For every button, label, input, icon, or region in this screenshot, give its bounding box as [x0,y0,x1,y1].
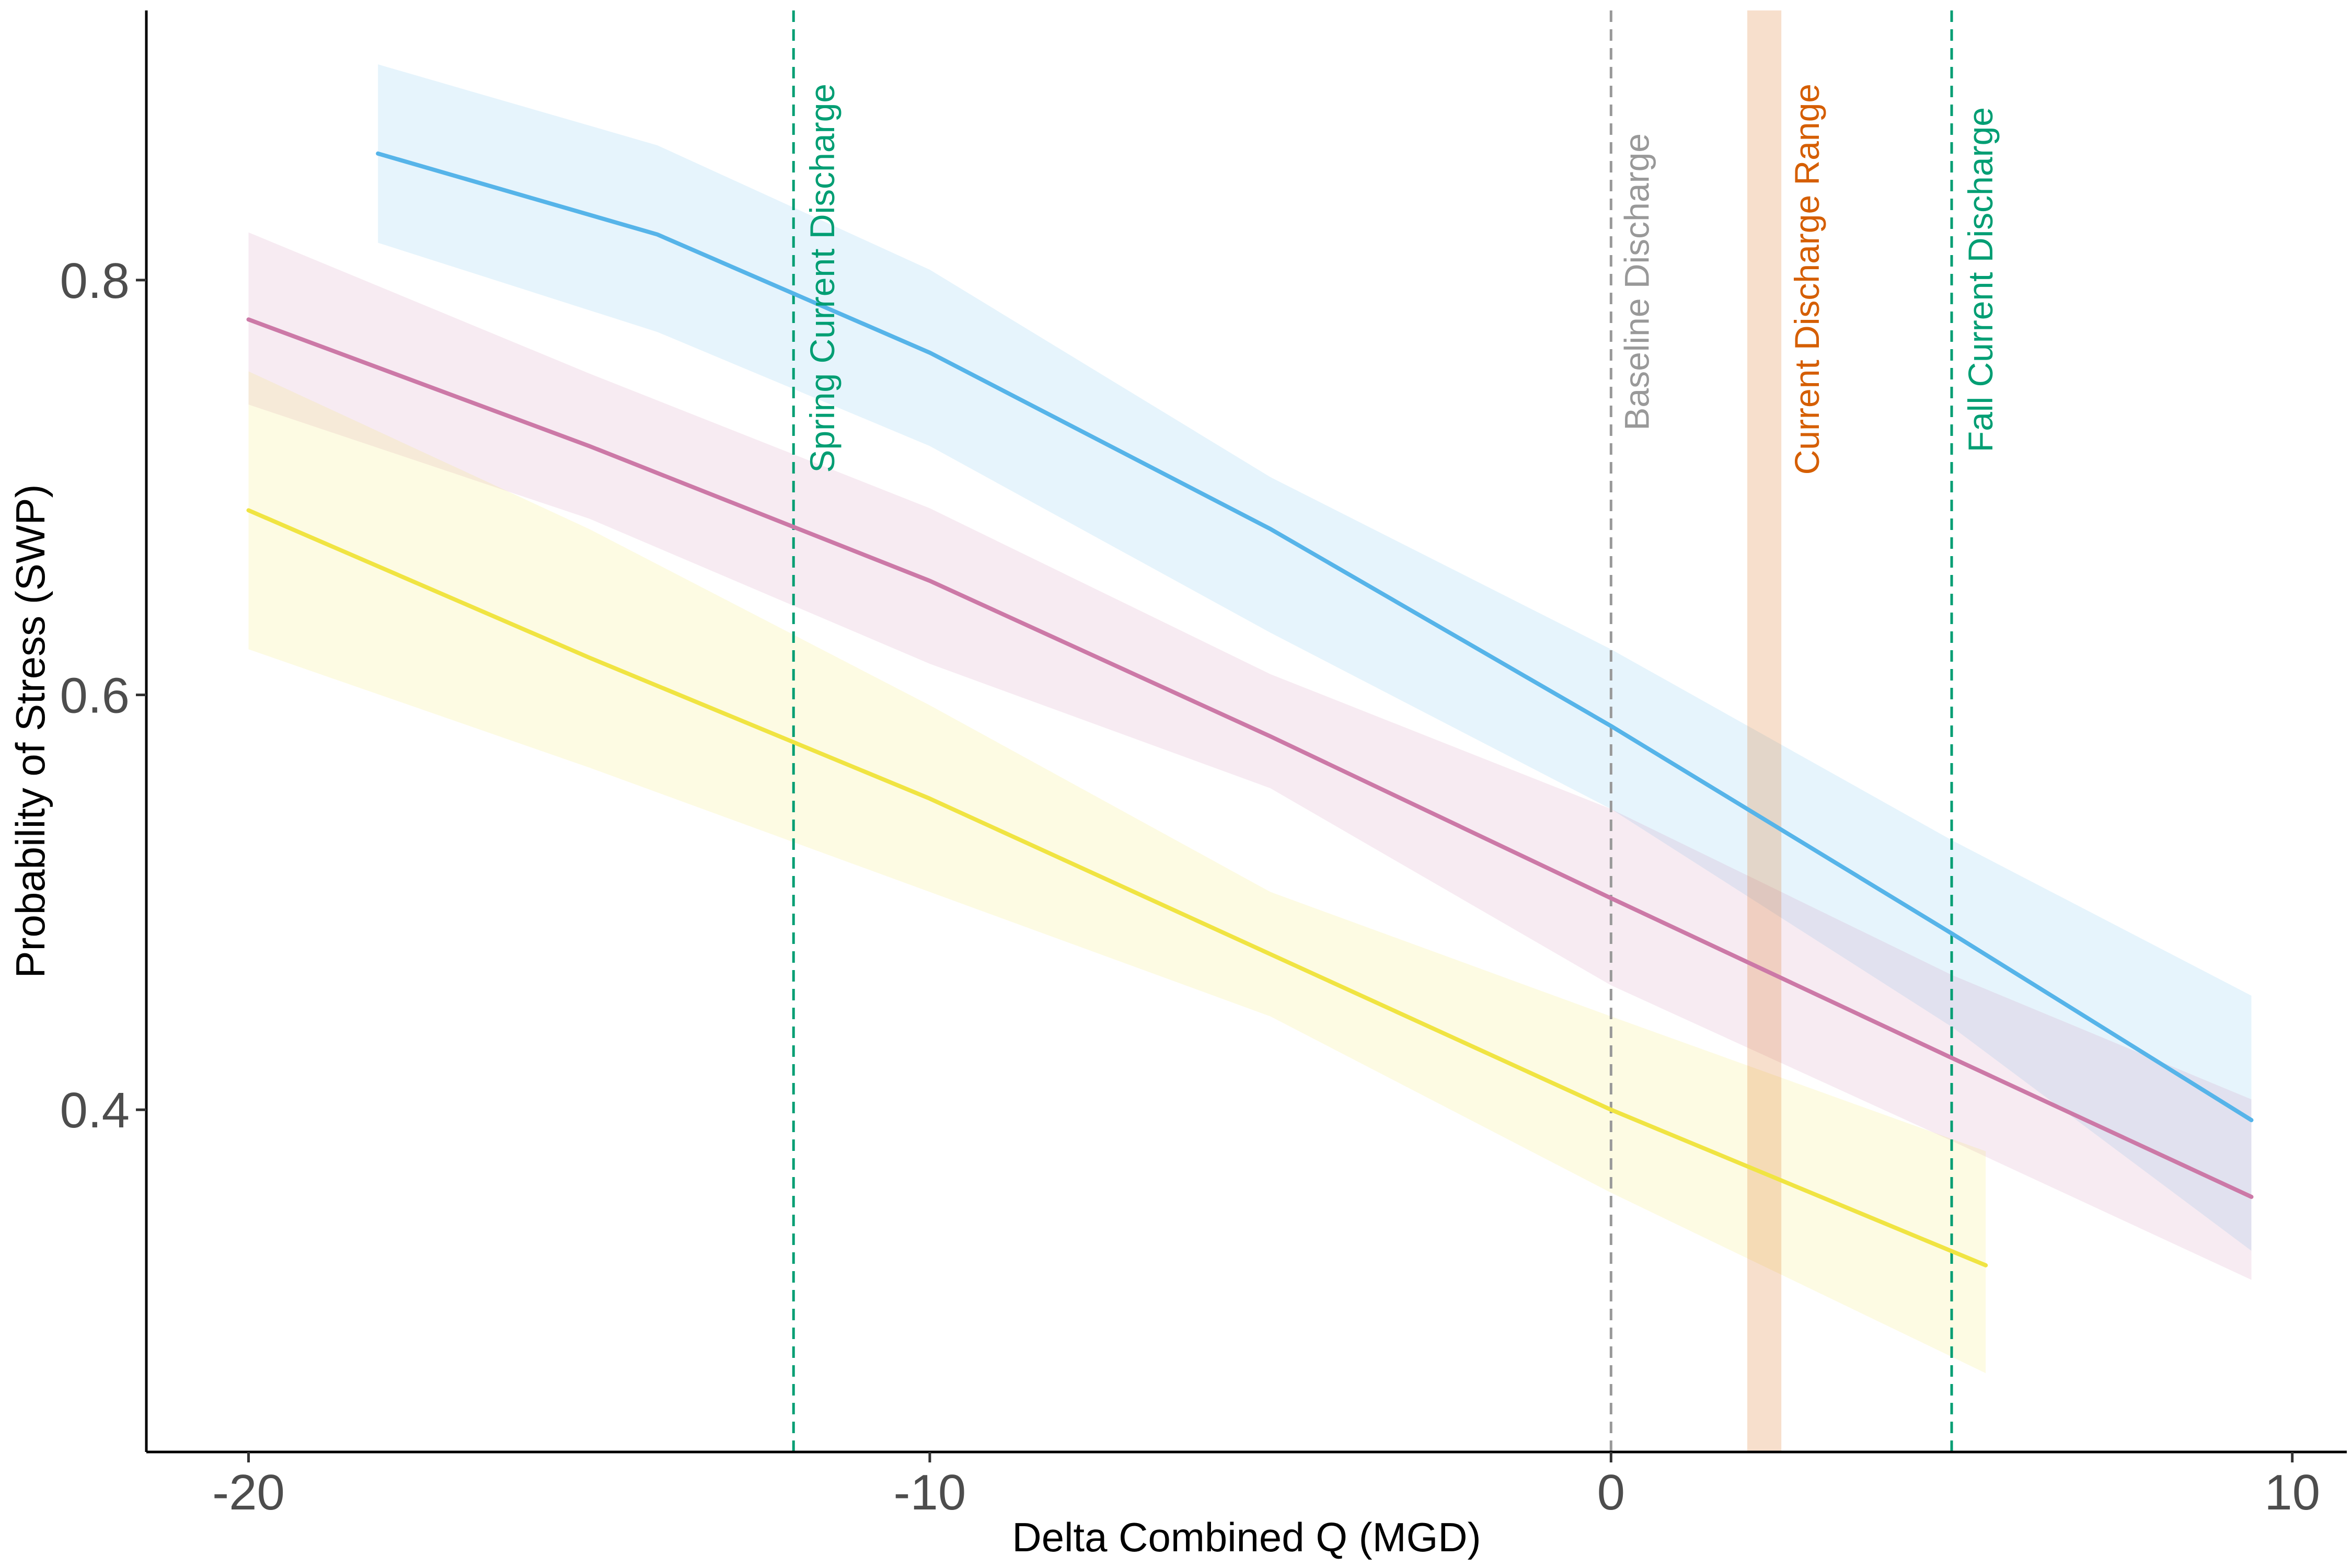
x-tick-label: 10 [2264,1465,2320,1520]
confidence-band-3 [248,371,1986,1374]
x-tick-label: -10 [894,1465,966,1520]
y-tick-label: 0.8 [60,253,130,309]
y-tick-label: 0.6 [60,668,130,724]
ticks: -20 -10 0 10 0.4 0.6 0.8 [60,253,2321,1520]
x-axis-title: Delta Combined Q (MGD) [1012,1514,1481,1560]
confidence-bands [248,64,2252,1374]
x-tick-label: -20 [212,1465,285,1520]
current-discharge-range-label: Current Discharge Range [1788,84,1826,475]
axes [145,10,2347,1454]
confidence-band-1 [378,64,2252,1251]
series-line-3 [246,508,1988,1267]
y-tick-label: 0.4 [60,1082,130,1138]
fall-current-discharge-label: Fall Current Discharge [1961,107,2000,452]
reference-band-layer [1747,10,1782,1452]
series-line-2 [246,317,2254,1199]
current-discharge-range-band [1747,10,1782,1452]
y-axis-title: Probability of Stress (SWP) [7,485,53,978]
spring-current-discharge-label: Spring Current Discharge [803,84,841,473]
baseline-discharge-label: Baseline Discharge [1617,133,1656,431]
confidence-band-2 [248,232,2252,1280]
series-lines [246,151,2254,1267]
reference-labels: Spring Current Discharge Baseline Dischar… [803,84,2000,475]
reference-lines-layer [792,10,1953,1452]
series-line-1 [376,151,2254,1123]
x-tick-label: 0 [1597,1465,1625,1520]
